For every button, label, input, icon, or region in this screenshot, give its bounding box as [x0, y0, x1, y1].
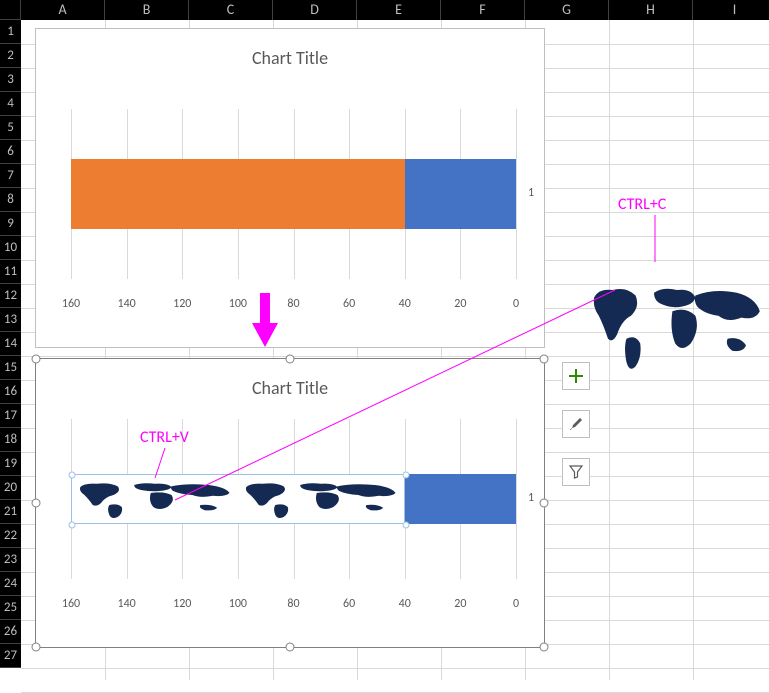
- column-header[interactable]: F: [441, 0, 525, 20]
- row-header[interactable]: 1: [0, 20, 21, 44]
- chart-styles-button[interactable]: [562, 410, 590, 438]
- column-headers: ABCDEFGHI: [21, 0, 769, 20]
- row-header[interactable]: 17: [0, 404, 21, 428]
- chart-1[interactable]: Chart Title 1601401201008060402001: [35, 28, 545, 348]
- bar-segment[interactable]: [71, 474, 405, 524]
- row-header[interactable]: 7: [0, 164, 21, 188]
- row-header[interactable]: 15: [0, 356, 21, 380]
- row-header[interactable]: 5: [0, 116, 21, 140]
- row-header[interactable]: 18: [0, 428, 21, 452]
- copy-annotation: CTRL+C: [618, 195, 666, 214]
- row-header[interactable]: 4: [0, 92, 21, 116]
- row-header[interactable]: 26: [0, 620, 21, 644]
- chart-2[interactable]: Chart Title 1601401201008060402001: [35, 358, 545, 648]
- brush-icon: [568, 416, 584, 432]
- row-header[interactable]: 27: [0, 644, 21, 668]
- x-tick-label: 120: [173, 597, 191, 611]
- row-header[interactable]: 21: [0, 500, 21, 524]
- chart-title: Chart Title: [36, 359, 544, 411]
- chart-title: Chart Title: [36, 29, 544, 81]
- bar-segment[interactable]: [405, 474, 516, 524]
- funnel-icon: [568, 464, 584, 480]
- column-header[interactable]: I: [693, 0, 769, 20]
- x-tick-label: 160: [62, 597, 80, 611]
- x-tick-label: 40: [399, 597, 411, 611]
- x-tick-label: 120: [173, 297, 191, 311]
- row-header[interactable]: 2: [0, 44, 21, 68]
- row-header[interactable]: 14: [0, 332, 21, 356]
- row-header[interactable]: 10: [0, 236, 21, 260]
- plus-icon: [568, 368, 584, 384]
- data-point-handle[interactable]: [402, 472, 409, 479]
- data-point-handle[interactable]: [69, 472, 76, 479]
- x-tick-label: 100: [229, 297, 247, 311]
- plot-area: 1601401201008060402001: [71, 109, 516, 279]
- data-point-handle[interactable]: [402, 522, 409, 529]
- world-map-image[interactable]: [585, 260, 769, 390]
- bar-segment[interactable]: [71, 159, 405, 229]
- column-header[interactable]: D: [273, 0, 357, 20]
- row-header[interactable]: 12: [0, 284, 21, 308]
- row-header[interactable]: 23: [0, 548, 21, 572]
- column-header[interactable]: A: [21, 0, 105, 20]
- row-header[interactable]: 13: [0, 308, 21, 332]
- column-header[interactable]: B: [105, 0, 189, 20]
- x-tick-label: 140: [118, 297, 136, 311]
- x-tick-label: 140: [118, 597, 136, 611]
- x-tick-label: 0: [513, 297, 519, 311]
- x-tick-label: 0: [513, 597, 519, 611]
- x-tick-label: 100: [229, 597, 247, 611]
- x-tick-label: 20: [454, 297, 466, 311]
- x-tick-label: 20: [454, 597, 466, 611]
- chart-filters-button[interactable]: [562, 458, 590, 486]
- row-header[interactable]: 16: [0, 380, 21, 404]
- column-header[interactable]: E: [357, 0, 441, 20]
- select-all-corner[interactable]: [0, 0, 21, 20]
- x-tick-label: 160: [62, 297, 80, 311]
- x-tick-label: 80: [287, 297, 299, 311]
- row-header[interactable]: 19: [0, 452, 21, 476]
- x-tick-label: 40: [399, 297, 411, 311]
- row-header[interactable]: 25: [0, 596, 21, 620]
- row-header[interactable]: 3: [0, 68, 21, 92]
- column-header[interactable]: H: [609, 0, 693, 20]
- x-tick-label: 60: [343, 297, 355, 311]
- gridline-h: [21, 668, 769, 669]
- row-headers: 1234567891011121314151617181920212223242…: [0, 20, 21, 680]
- row-header[interactable]: 22: [0, 524, 21, 548]
- row-header[interactable]: 8: [0, 188, 21, 212]
- bar-segment[interactable]: [405, 159, 516, 229]
- chart-gridline: [516, 109, 517, 279]
- category-label: 1: [528, 491, 534, 505]
- row-header[interactable]: 6: [0, 140, 21, 164]
- arrow-down-icon: [250, 293, 280, 351]
- row-header[interactable]: 24: [0, 572, 21, 596]
- x-tick-label: 80: [287, 597, 299, 611]
- chart-gridline: [516, 419, 517, 579]
- plot-area: 1601401201008060402001: [71, 419, 516, 579]
- column-header[interactable]: G: [525, 0, 609, 20]
- x-tick-label: 60: [343, 597, 355, 611]
- row-header[interactable]: 20: [0, 476, 21, 500]
- row-header[interactable]: 9: [0, 212, 21, 236]
- category-label: 1: [528, 186, 534, 200]
- column-header[interactable]: C: [189, 0, 273, 20]
- row-header[interactable]: 11: [0, 260, 21, 284]
- data-point-handle[interactable]: [69, 522, 76, 529]
- paste-annotation: CTRL+V: [140, 428, 189, 447]
